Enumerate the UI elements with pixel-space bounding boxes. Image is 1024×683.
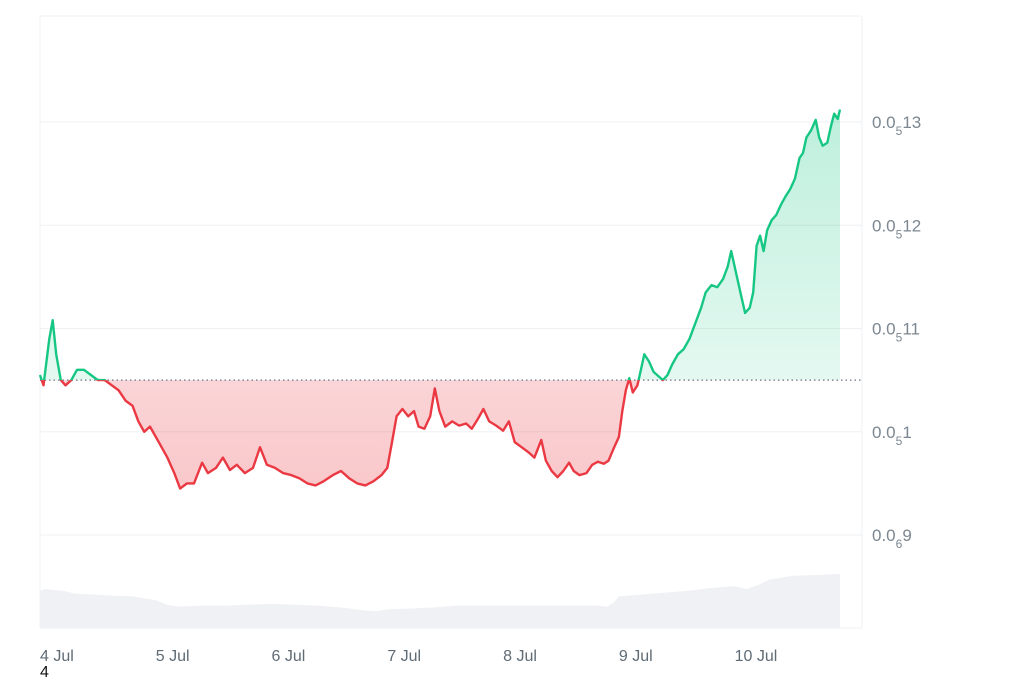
- x-tick-label: 8 Jul: [503, 648, 537, 665]
- x-tick-label: 10 Jul: [735, 648, 778, 665]
- x-tick-label: 7 Jul: [387, 648, 421, 665]
- grid-lines: [40, 121, 862, 536]
- y-tick-label: 0.051: [872, 423, 912, 448]
- area-fills: [40, 109, 840, 489]
- volume-area: [40, 574, 841, 628]
- y-tick-label: 0.0513: [872, 113, 921, 138]
- x-tick-label: 6 Jul: [272, 648, 306, 665]
- series-line-down: [40, 380, 665, 490]
- y-tick-label: 0.0512: [872, 216, 921, 241]
- area-above-baseline: [40, 109, 840, 381]
- series-line-up: [38, 109, 842, 381]
- volume-fill: [40, 574, 841, 628]
- y-tick-label: 0.069: [872, 526, 912, 551]
- y-tick-label: 0.0511: [872, 320, 920, 345]
- x-tick-label: 5 Jul: [156, 648, 190, 665]
- x-axis-labels: 4 Jul 5 Jul 6 Jul 7 Jul 8 Jul 9 Jul 10 Jul: [40, 648, 777, 665]
- x-tick-label: 4 Jul: [40, 648, 74, 665]
- area-below-baseline: [40, 380, 840, 489]
- y-axis-labels: 0.0513 0.0512 0.0511 0.051 0.069: [872, 113, 921, 551]
- footer-note: 4: [40, 664, 49, 681]
- price-lines: [38, 109, 862, 490]
- x-tick-label: 9 Jul: [619, 648, 653, 665]
